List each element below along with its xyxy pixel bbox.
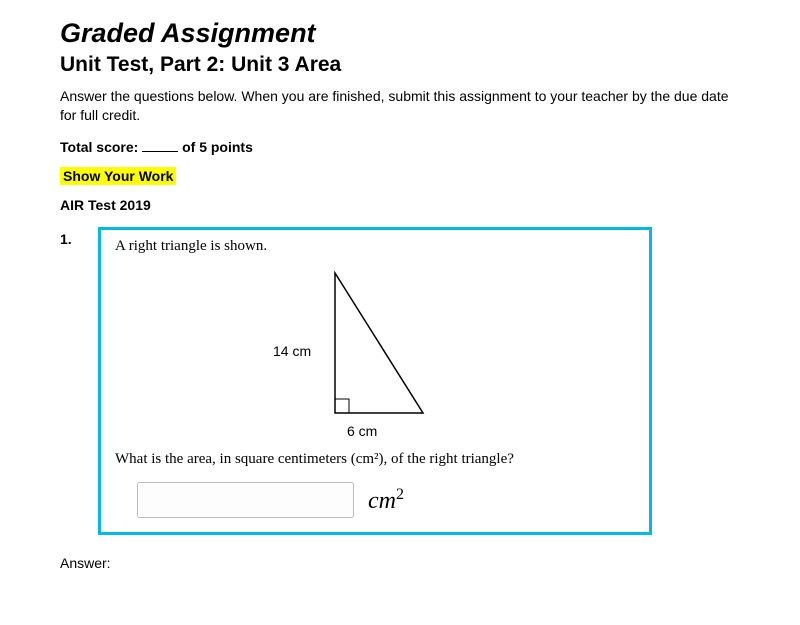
page-title: Graded Assignment xyxy=(60,18,740,49)
show-work-highlight: Show Your Work xyxy=(60,167,176,185)
triangle-figure: 14 cm 6 cm xyxy=(115,265,635,445)
answer-row: cm2 xyxy=(115,482,635,518)
score-prefix: Total score: xyxy=(60,139,138,155)
unit-exponent: 2 xyxy=(396,486,404,503)
right-angle-icon xyxy=(335,399,349,413)
score-blank[interactable] xyxy=(142,151,178,152)
assignment-page: Graded Assignment Unit Test, Part 2: Uni… xyxy=(0,0,800,571)
instructions-text: Answer the questions below. When you are… xyxy=(60,87,740,125)
area-answer-input[interactable] xyxy=(137,482,354,518)
question-row: 1. A right triangle is shown. 14 cm 6 cm… xyxy=(60,227,740,535)
question-prompt: A right triangle is shown. xyxy=(115,238,635,255)
unit-label: cm2 xyxy=(368,487,404,513)
question-ask: What is the area, in square centimeters … xyxy=(115,451,635,468)
unit-base: cm xyxy=(368,488,396,514)
score-suffix: of 5 points xyxy=(182,139,253,155)
air-test-label: AIR Test 2019 xyxy=(60,197,740,213)
question-box: A right triangle is shown. 14 cm 6 cm Wh… xyxy=(98,227,652,535)
answer-label: Answer: xyxy=(60,555,740,571)
triangle-shape xyxy=(335,273,423,413)
page-subtitle: Unit Test, Part 2: Unit 3 Area xyxy=(60,53,740,77)
height-label: 14 cm xyxy=(273,343,311,359)
triangle-svg xyxy=(315,265,445,425)
question-number: 1. xyxy=(60,227,98,247)
score-line: Total score: of 5 points xyxy=(60,139,740,155)
base-label: 6 cm xyxy=(347,423,377,439)
